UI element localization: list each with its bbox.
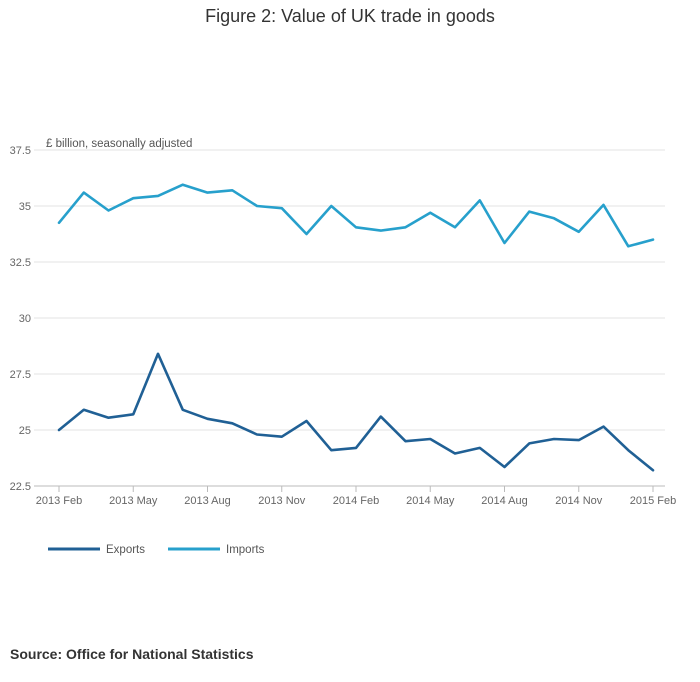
source-note: Source: Office for National Statistics	[10, 646, 254, 662]
x-tick-label: 2013 Aug	[184, 495, 231, 507]
y-axis: 22.5 25 27.5 30 32.5 35 37.5	[10, 145, 31, 493]
y-tick-label: 35	[19, 201, 31, 213]
plot-area	[57, 183, 655, 472]
series-line-exports	[57, 352, 655, 472]
x-axis: 2013 Feb 2013 May 2013 Aug 2013 Nov 2014 Feb…	[36, 486, 676, 507]
gridlines	[34, 149, 665, 487]
x-tick-label: 2015 Feb	[630, 495, 676, 507]
x-tick-label: 2014 Feb	[333, 495, 379, 507]
y-tick-label: 22.5	[10, 481, 31, 493]
x-tick-label: 2014 May	[406, 495, 455, 507]
y-tick-label: 37.5	[10, 145, 31, 157]
legend-label-exports: Exports	[106, 544, 145, 556]
series-line-imports	[57, 183, 655, 248]
y-tick-label: 32.5	[10, 257, 31, 269]
legend-label-imports: Imports	[226, 544, 265, 556]
x-tick-label: 2013 May	[109, 495, 158, 507]
chart-title: Figure 2: Value of UK trade in goods	[205, 6, 495, 26]
x-tick-label: 2013 Feb	[36, 495, 82, 507]
y-tick-label: 25	[19, 425, 31, 437]
legend: Exports Imports	[48, 544, 265, 556]
x-tick-label: 2013 Nov	[258, 495, 306, 507]
x-tick-label: 2014 Nov	[555, 495, 603, 507]
y-tick-label: 30	[19, 313, 31, 325]
y-axis-unit-label: £ billion, seasonally adjusted	[46, 138, 192, 150]
y-tick-label: 27.5	[10, 369, 31, 381]
x-tick-label: 2014 Aug	[481, 495, 528, 507]
